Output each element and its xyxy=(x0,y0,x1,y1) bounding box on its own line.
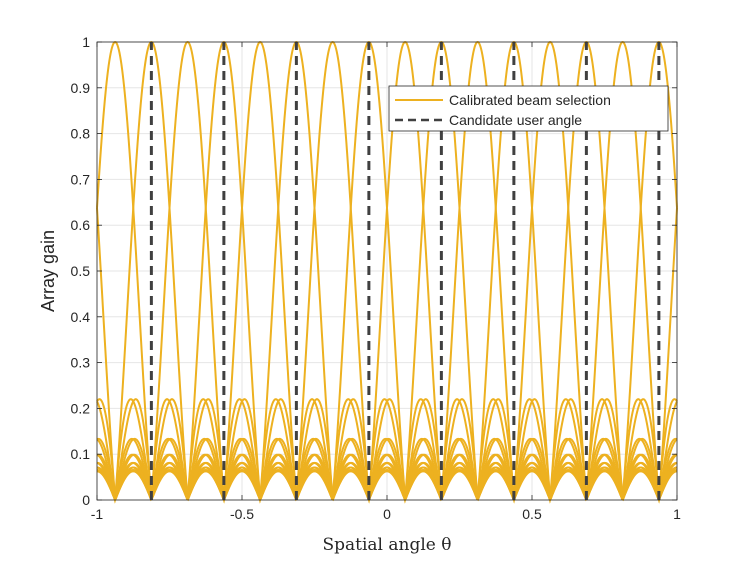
y-tick-label: 0.9 xyxy=(71,80,91,96)
legend-label-calibrated: Calibrated beam selection xyxy=(449,92,611,108)
y-axis-label: Array gain xyxy=(38,230,58,312)
legend-box xyxy=(388,85,669,132)
x-tick-label: -1 xyxy=(91,506,104,522)
legend: Calibrated beam selection Candidate user… xyxy=(388,85,669,132)
y-tick-label: 0 xyxy=(82,492,90,508)
x-axis-label: Spatial angle θ xyxy=(322,535,451,555)
y-tick-label: 0.5 xyxy=(71,263,91,279)
x-tick-label: 1 xyxy=(673,506,681,522)
x-ticks: -1 -0.5 0 0.5 1 xyxy=(91,42,681,522)
y-ticks: 0 0.1 0.2 0.3 0.4 0.5 0.6 0.7 0.8 0.9 1 xyxy=(71,34,677,508)
beam-curve xyxy=(96,40,678,504)
y-tick-label: 0.8 xyxy=(71,126,91,142)
x-tick-label: 0 xyxy=(383,506,391,522)
y-tick-label: 1 xyxy=(82,34,90,50)
y-tick-label: 0.7 xyxy=(71,171,91,187)
y-tick-label: 0.3 xyxy=(71,355,91,371)
y-tick-label: 0.1 xyxy=(71,446,91,462)
y-tick-label: 0.4 xyxy=(71,309,91,325)
legend-label-candidate: Candidate user angle xyxy=(449,112,582,128)
x-tick-label: -0.5 xyxy=(230,506,254,522)
x-tick-label: 0.5 xyxy=(522,506,542,522)
beam-curves xyxy=(96,40,678,504)
beam-curve xyxy=(96,41,678,504)
y-tick-label: 0.6 xyxy=(71,217,91,233)
y-tick-label: 0.2 xyxy=(71,400,91,416)
